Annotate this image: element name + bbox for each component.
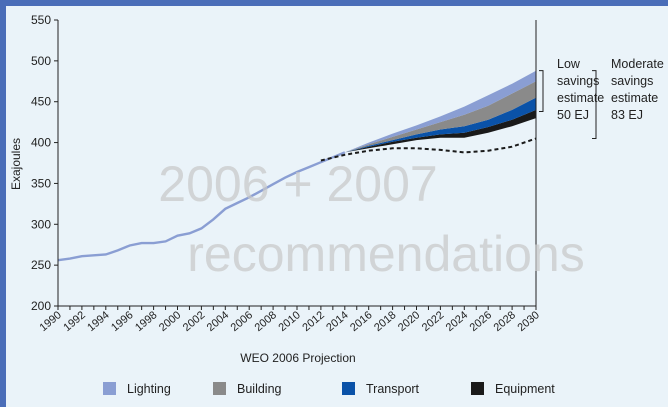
x-tick-label: 2016 [348, 309, 374, 334]
chart-panel: 200 250 300 350 400 450 500 550 1990 1992 1994 199… [6, 6, 668, 407]
savings-bracket [539, 70, 544, 113]
x-tick-label: 2010 [276, 309, 302, 334]
savings-annotation-text: Low [557, 57, 581, 71]
legend-swatch-transport [342, 382, 355, 395]
savings-annotations: Low savings estimate 50 EJ Moderate savings es… [539, 57, 664, 139]
y-axis-title: Exajoules [9, 138, 23, 190]
y-tick-label: 400 [31, 136, 51, 150]
y-tick-label: 350 [31, 176, 51, 190]
x-tick-label: 2008 [253, 309, 279, 334]
y-tick-label: 450 [31, 95, 51, 109]
savings-annotation-text: 83 EJ [611, 108, 643, 122]
legend-swatch-lighting [103, 382, 116, 395]
lines-layer [57, 137, 537, 262]
y-tick-label: 250 [31, 258, 51, 272]
y-tick-labels: 200 250 300 350 400 450 500 550 [31, 13, 51, 313]
legend-swatch-building [213, 382, 226, 395]
y-tick-label: 550 [31, 13, 51, 27]
legend-label-equipment: Equipment [495, 382, 555, 396]
y-tick-label: 500 [31, 54, 51, 68]
x-tick-label: 2012 [300, 309, 326, 334]
legend: Lighting Building Transport Equipment [103, 382, 555, 396]
savings-annotation-text: estimate [611, 91, 658, 105]
x-tick-label: 2022 [420, 309, 446, 334]
x-tick-label: 2028 [492, 309, 518, 334]
x-tick-label: 2024 [444, 309, 470, 334]
x-tick-label: 2020 [396, 309, 422, 334]
y-tick-label: 200 [31, 299, 51, 313]
y-tick-label: 300 [31, 217, 51, 231]
savings-annotation-text: estimate [557, 91, 604, 105]
savings-bracket [592, 70, 597, 139]
axes [54, 19, 537, 310]
savings-annotation-text: 50 EJ [557, 108, 589, 122]
x-tick-label: 1992 [61, 309, 87, 334]
x-tick-label: 2006 [229, 309, 255, 334]
x-tick-label: 2004 [205, 309, 231, 334]
x-tick-label: 2014 [324, 309, 350, 334]
x-tick-label: 2026 [468, 309, 494, 334]
savings-annotation-text: Moderate [611, 57, 664, 71]
energy-projection-chart: 200 250 300 350 400 450 500 550 199019921994199… [9, 13, 664, 396]
x-tick-label: 1994 [85, 309, 111, 334]
watermark-line-1: 2006 + 2007 [158, 156, 437, 212]
x-tick-label: 2018 [372, 309, 398, 334]
watermark: 2006 + 2007 recommendations [158, 156, 584, 282]
x-tick-label: 1998 [133, 309, 159, 334]
x-axis-title: WEO 2006 Projection [240, 351, 355, 365]
historical-line [57, 151, 346, 262]
projection-dashed-line [320, 137, 537, 162]
savings-annotation-text: savings [611, 74, 653, 88]
x-tick-label: 1996 [109, 309, 135, 334]
legend-label-transport: Transport [366, 382, 420, 396]
area-equipment [344, 109, 536, 153]
x-tick-label: 2002 [181, 309, 207, 334]
legend-label-lighting: Lighting [127, 382, 171, 396]
savings-annotation-text: savings [557, 74, 599, 88]
watermark-line-2: recommendations [187, 226, 584, 282]
savings-stack [344, 70, 536, 153]
x-tick-label: 2030 [515, 309, 541, 334]
x-tick-labels: 1990199219941996199820002002200420062008… [37, 309, 541, 334]
legend-label-building: Building [237, 382, 282, 396]
x-tick-label: 2000 [157, 309, 183, 334]
legend-swatch-equipment [471, 382, 484, 395]
